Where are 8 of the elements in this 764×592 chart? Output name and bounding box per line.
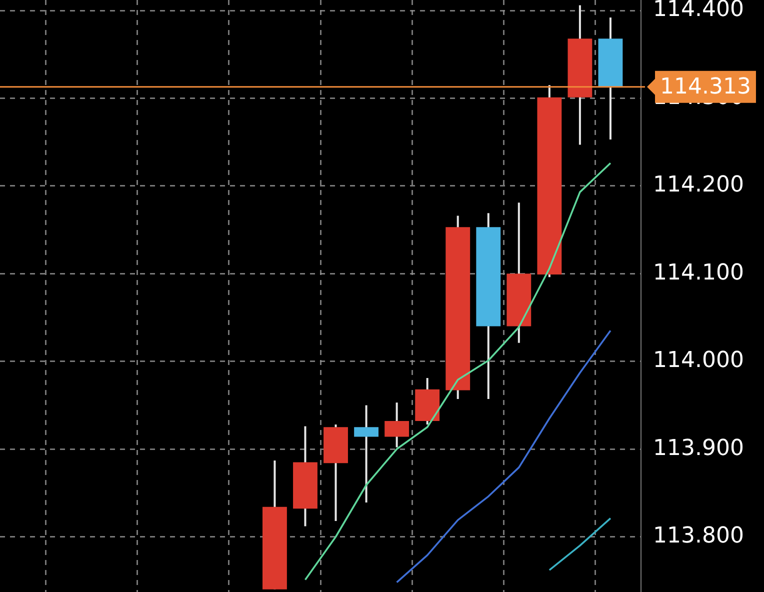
y-tick-label: 114.000 [653,348,744,374]
ref-line-label: 114.313 [660,74,751,100]
candlestick [354,404,378,504]
y-tick-label: 113.800 [653,523,744,548]
y-tick-label: 113.900 [653,436,744,461]
y-tick-label: 114.100 [653,260,744,286]
y-tick-label: 114.400 [653,0,744,22]
y-tick-label: 114.200 [653,172,744,198]
